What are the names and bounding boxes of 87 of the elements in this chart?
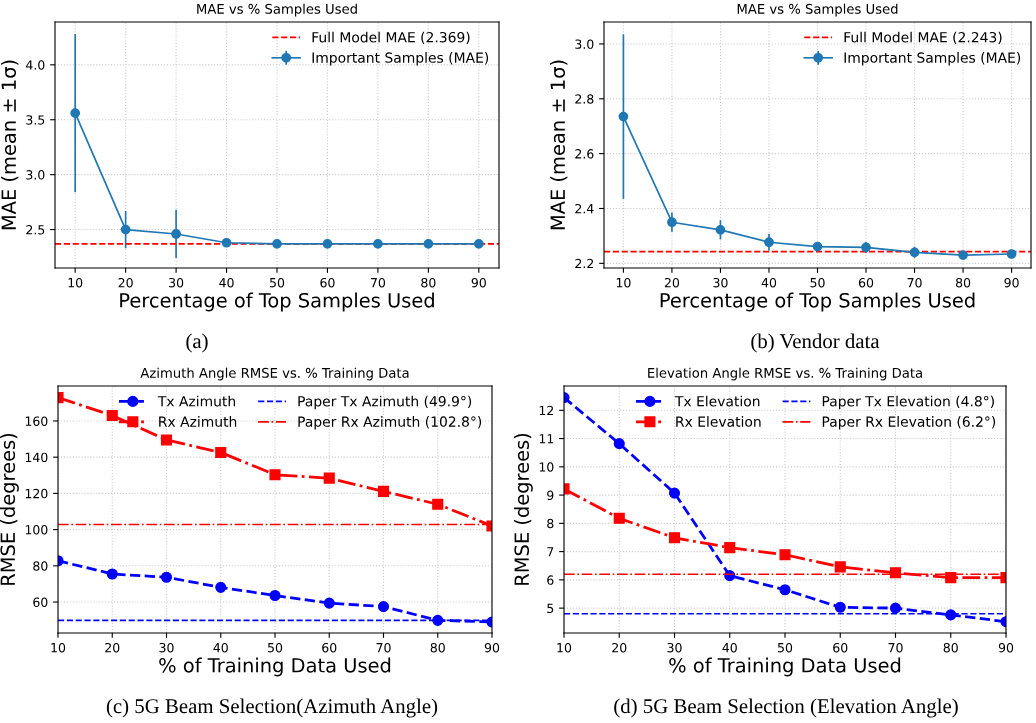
x-tick-label: 10 [557,642,572,653]
y-tick-label: 3.0 [26,170,45,180]
text: (b) Vendor data [751,333,880,353]
y-tick-label: 2.8 [575,94,594,104]
y-tick-label: 10 [539,462,554,472]
x-tick-label: 90 [471,277,486,288]
y-tick-label: 2.2 [575,258,594,269]
x-tick-label: 20 [105,642,120,653]
legend-label: Paper Tx Elevation (4.8°) [822,395,994,410]
x-tick-label: 10 [616,277,631,288]
x-tick-label: 80 [943,642,958,653]
y-tick-label: 100 [25,525,48,535]
x-tick-label: 50 [778,642,793,653]
chart-title: MAE vs % Samples Used [737,3,898,17]
x-tick-label: 80 [955,277,971,288]
y-axis-title: RMSE (degrees) [0,433,19,585]
y-tick-label: 3.0 [575,39,594,49]
x-tick-label: 60 [858,277,874,288]
legend-label: Paper Rx Elevation (6.2°) [822,416,996,430]
x-tick-label: 20 [664,277,680,288]
x-axis-title: % of Training Data Used [159,657,391,677]
x-tick-label: 50 [270,277,285,288]
legend-label: Tx Elevation [674,395,760,407]
x-tick-label: 30 [667,642,682,653]
x-tick-label: 80 [430,642,445,653]
legend-label: Full Model MAE (2.243) [844,31,1002,45]
x-tick-label: 50 [268,642,283,653]
x-tick-label: 70 [376,642,391,653]
y-axis-title: RMSE (degrees) [514,433,533,585]
x-tick-label: 60 [320,277,335,288]
legend-label: Tx Azimuth [157,395,235,407]
x-axis-title: Percentage of Top Samples Used [660,292,975,312]
legend-label: Paper Tx Azimuth (49.9°) [298,395,472,410]
text: (a) [186,333,208,353]
x-tick-label: 40 [219,277,234,288]
y-tick-label: 11 [539,434,554,444]
x-tick-label: 30 [713,277,728,288]
legend-label: Important Samples (MAE) [844,52,1021,66]
y-tick-label: 6 [547,575,554,585]
y-tick-label: 7 [547,547,554,557]
y-tick-label: 160 [25,416,48,426]
x-tick-label: 90 [1004,277,1019,288]
y-tick-label: 2.5 [26,225,45,235]
y-tick-label: 4.0 [26,60,45,70]
legend-label: Paper Rx Azimuth (102.8°) [298,416,482,430]
y-tick-label: 9 [547,490,554,501]
y-tick-label: 3.5 [26,115,45,125]
x-tick-label: 40 [761,277,777,288]
y-tick-label: 8 [547,518,554,529]
y-tick-label: 2.6 [575,149,594,159]
x-tick-label: 10 [68,277,83,288]
x-tick-label: 30 [169,277,184,288]
x-tick-label: 20 [612,642,627,653]
legend-label: Rx Azimuth [159,416,237,427]
x-tick-label: 70 [888,642,903,653]
legend-label: Full Model MAE (2.369) [312,31,470,45]
y-tick-label: 80 [33,561,48,571]
y-tick-label: 2.4 [575,203,594,214]
x-tick-label: 50 [810,277,825,288]
x-tick-label: 90 [484,642,500,653]
y-tick-label: 5 [547,603,554,614]
x-tick-label: 10 [51,642,66,653]
x-tick-label: 70 [370,277,386,288]
text: (c) 5G Beam Selection(Azimuth Angle) [106,698,438,718]
y-tick-label: 120 [25,488,48,499]
x-tick-label: 60 [322,642,337,653]
legend-label: Rx Elevation [676,416,761,427]
x-tick-label: 40 [722,642,737,653]
y-tick-label: 12 [539,405,554,416]
chart-title: Elevation Angle RMSE vs. % Training Data [648,367,922,381]
x-axis-title: % of Training Data Used [669,657,901,677]
y-tick-label: 140 [25,452,48,463]
legend-label: Important Samples (MAE) [312,52,489,66]
x-tick-label: 60 [833,642,848,653]
y-axis-title: MAE (mean ± 1σ) [1,60,19,230]
text: (d) 5G Beam Selection (Elevation Angle) [614,698,958,718]
x-tick-label: 30 [159,642,174,653]
x-axis-title: Percentage of Top Samples Used [120,292,434,312]
chart-title: MAE vs % Samples Used [197,3,357,17]
x-tick-label: 20 [118,277,133,288]
x-tick-label: 80 [421,277,436,288]
x-tick-label: 90 [998,642,1014,653]
x-tick-label: 70 [907,277,922,288]
chart-title: Azimuth Angle RMSE vs. % Training Data [140,367,409,381]
x-tick-label: 40 [213,642,228,653]
y-tick-label: 60 [33,597,48,607]
y-axis-title: MAE (mean ± 1σ) [550,60,568,230]
